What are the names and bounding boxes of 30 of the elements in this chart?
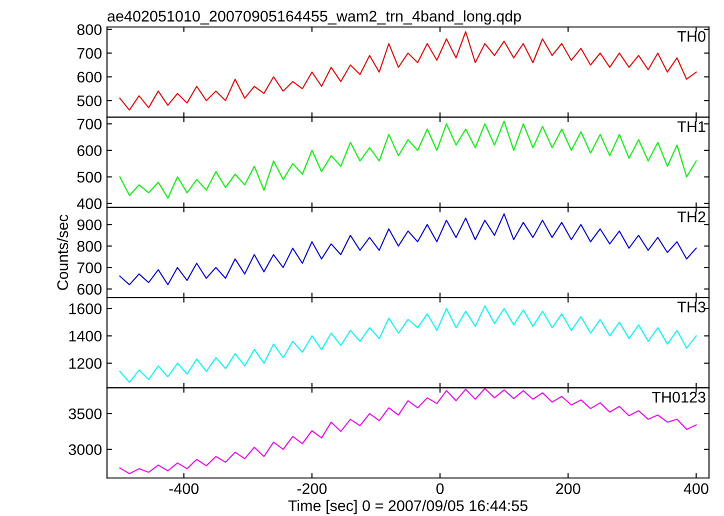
chart-title: ae402051010_20070905164455_wam2_trn_4band_long.qdp	[108, 10, 521, 25]
y-tick-label: 800	[77, 240, 102, 252]
y-tick-label: 700	[77, 118, 102, 130]
y-tick-label: 700	[77, 262, 102, 274]
y-tick-label: 1200	[69, 358, 102, 369]
y-tick-label: 800	[77, 24, 102, 36]
y-tick-label: 900	[77, 219, 102, 230]
x-tick-label: 200	[556, 483, 580, 494]
x-axis-title: Time [sec] 0 = 2007/09/05 16:44:55	[288, 500, 528, 514]
y-tick-label: 600	[77, 145, 102, 156]
x-tick-label: -200	[297, 483, 327, 494]
y-tick-label: 500	[77, 95, 102, 106]
y-tick-label: 700	[77, 48, 102, 59]
y-axis-title: Counts/sec	[56, 214, 68, 290]
x-tick-label: 0	[436, 483, 444, 494]
series-label: TH1	[677, 121, 706, 132]
series-label: TH0123	[652, 392, 706, 403]
x-tick-label: 400	[684, 483, 708, 494]
y-tick-label: 600	[77, 72, 102, 83]
series-label: TH3	[677, 302, 706, 312]
y-tick-label: 500	[77, 172, 102, 183]
y-tick-label: 1600	[69, 303, 102, 314]
y-tick-label: 3500	[68, 408, 102, 420]
y-tick-label: 600	[77, 284, 102, 295]
x-tick-label: -400	[169, 483, 199, 494]
y-tick-label: 400	[77, 198, 102, 210]
series-label: TH2	[677, 211, 706, 222]
series-label: TH0	[677, 31, 706, 42]
y-tick-label: 3000	[68, 444, 102, 456]
y-tick-label: 1400	[69, 330, 102, 342]
